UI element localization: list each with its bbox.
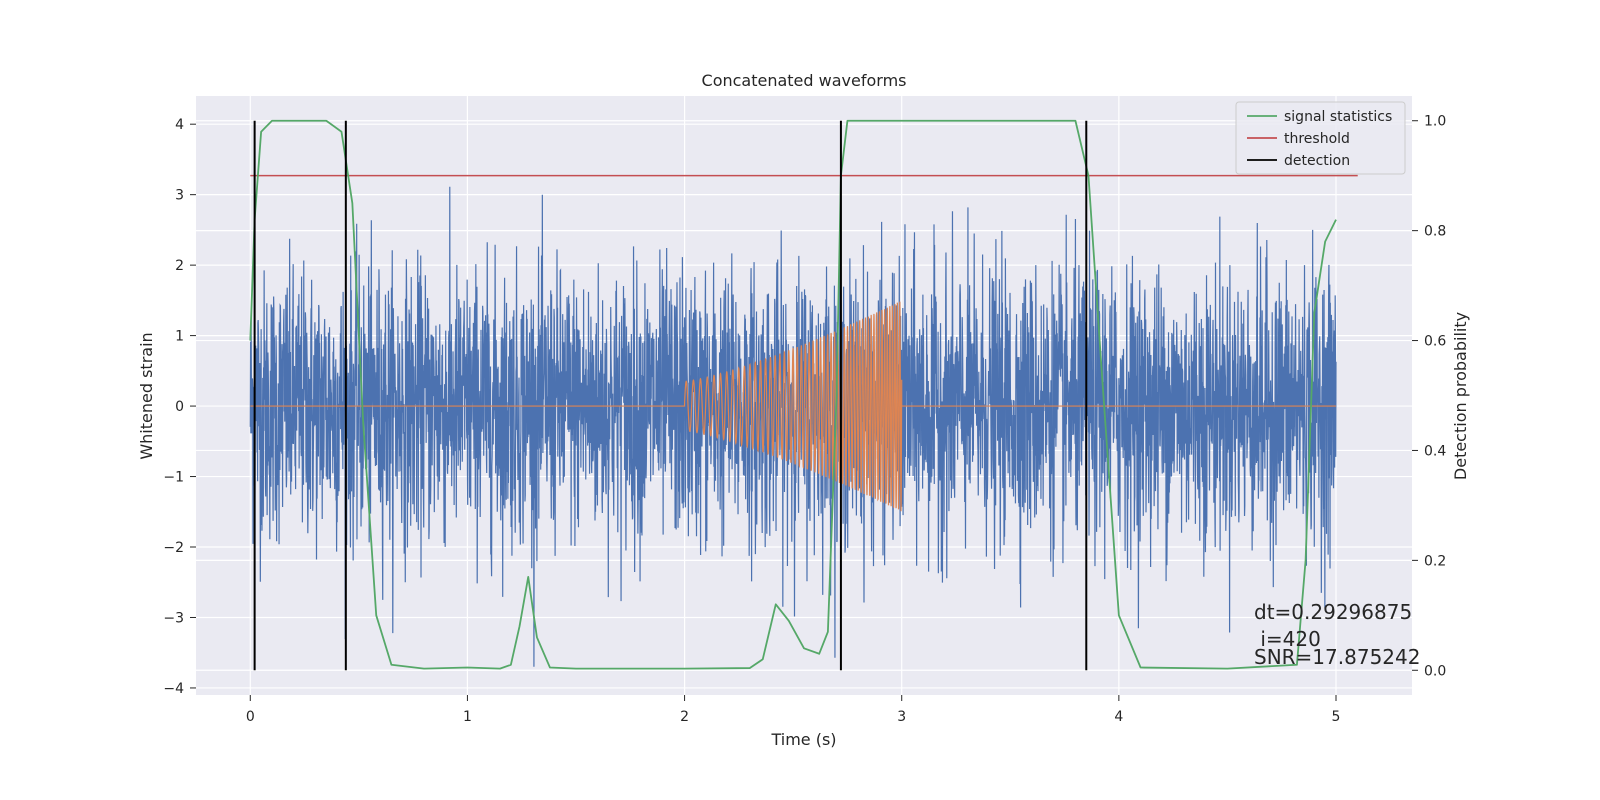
x-axis-label: Time (s)	[770, 730, 836, 749]
y-tick-label: −3	[163, 610, 184, 626]
x-tick-label: 0	[246, 709, 255, 725]
annotation-index: i=420	[1254, 627, 1321, 651]
chart-title: Concatenated waveforms	[702, 71, 907, 90]
y-tick-label: −2	[163, 540, 184, 556]
series-injected-signal	[250, 301, 1336, 512]
x-tick-label: 4	[1114, 709, 1123, 725]
y-axis-label: Whitened strain	[137, 332, 156, 459]
y-tick-label: 3	[175, 188, 184, 204]
x-tick-label: 5	[1332, 709, 1341, 725]
x-tick-label: 2	[680, 709, 689, 725]
x-tick-label: 3	[897, 709, 906, 725]
y-axis-right-label: Detection probability	[1451, 312, 1470, 480]
y-tick-label: 2	[175, 258, 184, 274]
series-strain-noise	[249, 186, 1337, 667]
y-right-tick-label: 0.8	[1424, 224, 1446, 240]
y-tick-label: 0	[175, 399, 184, 415]
y-right-tick-label: 0.0	[1424, 663, 1446, 679]
y-tick-label: −1	[163, 470, 184, 486]
annotation-snr: SNR=17.875242	[1254, 645, 1420, 669]
legend-label-detection: detection	[1284, 153, 1350, 169]
annotation-dt: dt=0.29296875	[1254, 600, 1412, 624]
legend-label-threshold: threshold	[1284, 131, 1350, 147]
y-right-tick-label: 0.6	[1424, 334, 1446, 350]
legend-label-signal-statistics: signal statistics	[1284, 109, 1392, 125]
series-signal-statistics	[249, 119, 1337, 670]
legend: signal statistics threshold detection	[1235, 101, 1406, 175]
y-tick-label: 4	[175, 117, 184, 133]
y-tick-label: −4	[163, 681, 184, 697]
y-right-tick-label: 0.4	[1424, 443, 1446, 459]
y-right-tick-label: 1.0	[1424, 114, 1446, 130]
x-tick-label: 1	[463, 709, 472, 725]
y-right-tick-label: 0.2	[1424, 553, 1446, 569]
y-tick-label: 1	[175, 329, 184, 345]
